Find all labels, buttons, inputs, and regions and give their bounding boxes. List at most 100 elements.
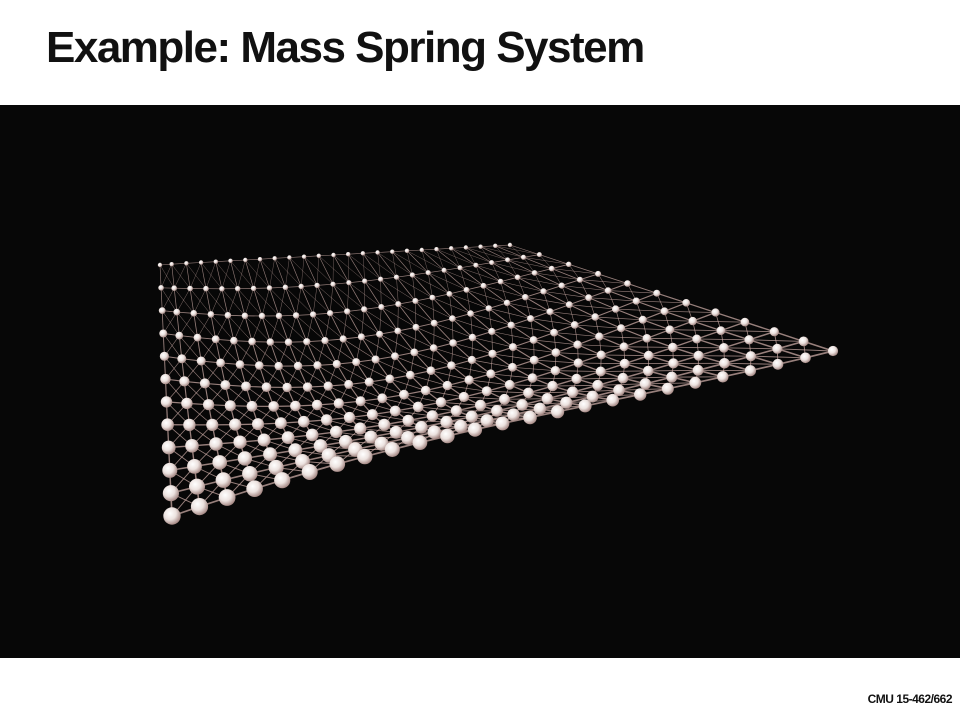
spring — [414, 327, 417, 353]
spring — [452, 318, 492, 332]
spring — [555, 352, 602, 356]
mass-point — [578, 399, 592, 413]
mass-point — [505, 257, 511, 263]
spring — [377, 252, 397, 278]
mass-point — [235, 286, 241, 292]
spring — [324, 340, 357, 363]
mass-point — [211, 335, 220, 344]
mass-point — [344, 308, 351, 315]
spring — [176, 311, 198, 338]
spring — [433, 323, 435, 349]
spring — [176, 312, 180, 336]
spring — [530, 318, 555, 334]
mass-point — [246, 480, 263, 498]
spring — [601, 354, 649, 356]
spring — [189, 262, 202, 289]
spring — [510, 324, 534, 341]
mass-point — [360, 251, 366, 256]
spring — [355, 336, 362, 363]
spring — [397, 303, 417, 328]
mass-point — [827, 345, 839, 357]
spring — [470, 313, 512, 326]
spring — [421, 249, 429, 273]
spring — [397, 330, 434, 349]
spring — [415, 300, 417, 328]
mass-point — [219, 286, 225, 292]
spring — [270, 341, 299, 367]
spring — [259, 365, 288, 388]
spring — [774, 330, 804, 343]
spring — [215, 261, 223, 289]
mass-point — [717, 371, 729, 383]
spring — [261, 287, 270, 317]
mass-point — [344, 379, 354, 389]
spring — [179, 335, 202, 362]
spring — [483, 281, 501, 287]
spring — [615, 308, 644, 321]
mass-point — [449, 246, 454, 251]
mass-point — [169, 262, 174, 267]
spring — [324, 313, 331, 341]
mass-point — [491, 405, 503, 417]
mass-point — [181, 397, 193, 410]
spring — [285, 287, 297, 316]
mass-spring-mesh — [157, 242, 839, 525]
spring — [459, 267, 467, 290]
mass-point — [495, 416, 510, 431]
mass-point — [419, 247, 424, 253]
spring — [205, 261, 216, 289]
spring — [543, 291, 551, 312]
spring — [381, 306, 417, 328]
mass-point — [744, 335, 754, 345]
spring — [414, 352, 452, 366]
mass-point — [576, 276, 583, 283]
spring — [720, 330, 775, 333]
spring — [336, 363, 370, 383]
mass-point — [522, 294, 529, 301]
mass-point — [467, 310, 474, 317]
spring — [466, 289, 471, 314]
spring — [163, 311, 178, 334]
spring — [288, 342, 299, 367]
spring — [723, 347, 778, 350]
spring — [620, 327, 648, 339]
mass-point — [162, 485, 179, 502]
spring — [200, 360, 226, 386]
mass-point — [401, 431, 415, 445]
mass-point — [266, 285, 273, 291]
mass-point — [242, 466, 258, 482]
mass-point — [454, 419, 468, 433]
spring — [574, 324, 600, 338]
spring — [306, 314, 314, 342]
spring — [379, 333, 396, 357]
spring — [269, 287, 280, 317]
spring — [163, 333, 183, 359]
mass-point — [531, 270, 538, 276]
spring — [491, 331, 514, 348]
spring — [491, 331, 534, 341]
spring — [451, 248, 477, 266]
spring — [270, 315, 280, 343]
mass-point — [216, 358, 226, 368]
mass-point — [426, 366, 436, 376]
spring — [348, 282, 382, 308]
mass-point — [173, 308, 181, 316]
mass-point — [183, 418, 196, 432]
spring — [285, 257, 290, 288]
mass-point — [546, 308, 554, 316]
mass-point — [229, 418, 242, 431]
spring — [465, 247, 477, 266]
mass-point — [346, 280, 352, 286]
mass-point — [333, 398, 344, 409]
spring — [552, 384, 598, 387]
mass-point — [393, 274, 400, 280]
spring — [777, 348, 834, 352]
spring — [278, 315, 289, 343]
mass-point — [332, 360, 341, 369]
spring — [244, 315, 271, 343]
spring — [539, 254, 552, 269]
mass-point — [573, 358, 583, 368]
spring — [452, 318, 454, 344]
mass-point — [374, 436, 389, 451]
spring — [608, 290, 657, 294]
